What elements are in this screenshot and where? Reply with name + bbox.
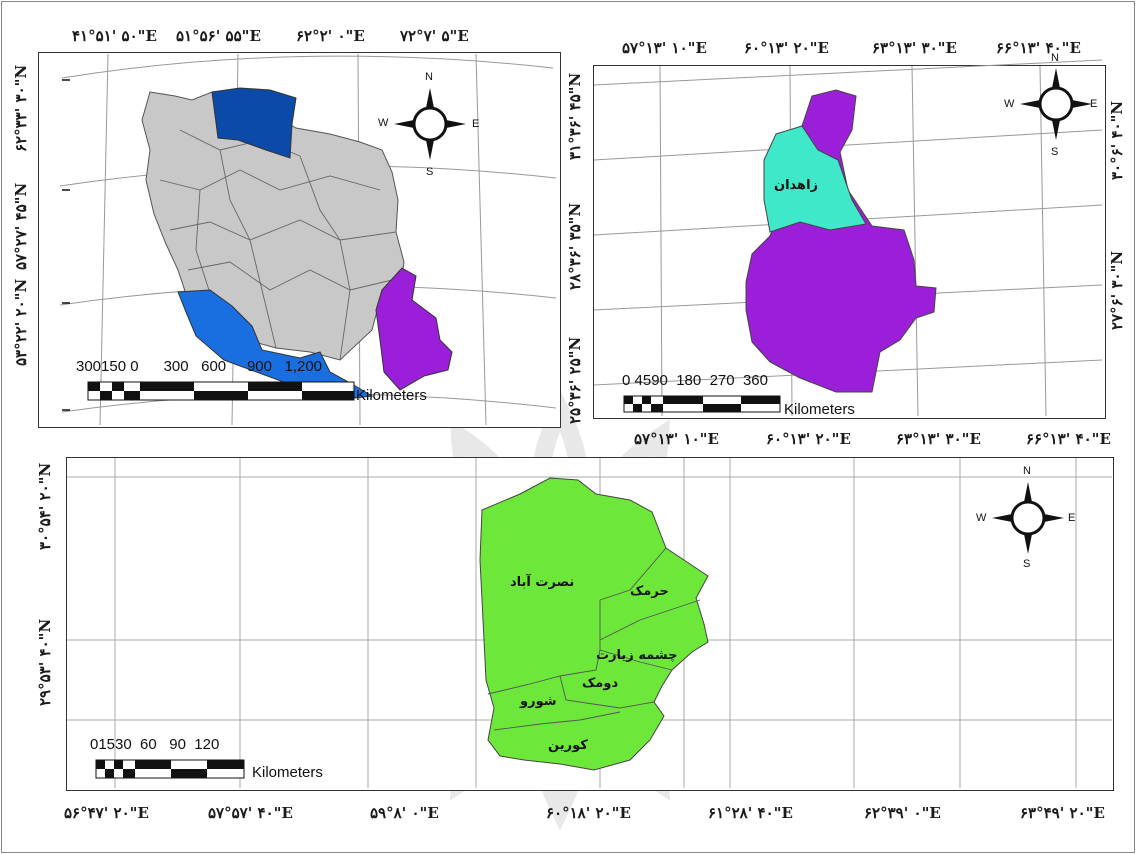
zahedan-label: زاهدان [774, 178, 819, 193]
county-bottom-label: ۵۶°۴۷' ۲۰"E [64, 804, 150, 822]
iran-top-label: ۴۱°۵۱' ۵۰"E [72, 27, 158, 45]
county-arrow-n: N [1023, 465, 1031, 477]
province-bottom-label: ۶۰°۱۳' ۲۰"E [766, 430, 852, 448]
province-top-label: ۵۷°۱۳' ۱۰"E [622, 39, 708, 57]
province-bottom-label: ۵۷°۱۳' ۱۰"E [634, 430, 720, 448]
iran-scale-numbers: 300150 0 300 600 900 1,200 [76, 358, 323, 375]
iran-top-label: ۷۲°۷' ۵"E [400, 27, 470, 45]
district-label: چشمه زیارت [596, 648, 678, 663]
district-label: دومک [582, 676, 619, 691]
county-arrow-e: E [1068, 512, 1076, 524]
county-bottom-label: ۶۲°۳۹' ۰"E [864, 804, 942, 822]
province-bottom-label: ۶۳°۱۳' ۳۰"E [896, 430, 982, 448]
iran-top-label: ۵۱°۵۶' ۵۵"E [176, 27, 262, 45]
county-scale-numbers: 01530 60 90 120 [90, 736, 220, 753]
county-bottom-label: ۵۷°۵۷' ۴۰"E [208, 804, 294, 822]
county-districts [479, 477, 709, 771]
county-arrow-w: W [976, 512, 987, 524]
iran-arrow-n: N [425, 71, 433, 83]
iran-scale-unit: Kilometers [356, 387, 427, 404]
province-bottom-label: ۶۶°۱۳' ۴۰"E [1026, 430, 1112, 448]
county-scale-unit: Kilometers [252, 764, 323, 781]
county-bottom-label: ۵۹°۸' ۰"E [370, 804, 440, 822]
iran-arrow-w: W [378, 117, 389, 129]
province-top-label: ۶۳°۱۳' ۳۰"E [872, 39, 958, 57]
county-arrow-s: S [1023, 558, 1031, 570]
province-top-label: ۶۶°۱۳' ۴۰"E [996, 39, 1082, 57]
district-label: نصرت آباد [510, 575, 575, 590]
province-arrow-n: N [1051, 52, 1059, 64]
county-bottom-label: ۶۱°۲۸' ۴۰"E [708, 804, 794, 822]
province-arrow-w: W [1004, 98, 1015, 110]
province-sistan [375, 267, 453, 391]
province-arrow-s: S [1051, 146, 1059, 158]
province-top-label: ۶۰°۱۳' ۲۰"E [744, 39, 830, 57]
county-bottom-label: ۶۰°۱۸' ۲۰"E [546, 804, 632, 822]
iran-arrow-s: S [426, 166, 434, 178]
district-label: شورو [520, 694, 557, 709]
province-arrow-e: E [1090, 98, 1098, 110]
iran-arrow-e: E [472, 118, 480, 130]
district-label: کورین [548, 738, 588, 753]
county-bottom-label: ۶۳°۴۹' ۲۰"E [1020, 804, 1106, 822]
province-scale-numbers: 0 4590 180 270 360 [622, 372, 768, 389]
iran-top-label: ۶۲°۲' ۰"E [296, 27, 366, 45]
province-scale-unit: Kilometers [784, 401, 855, 418]
district-label: حرمک [630, 584, 669, 599]
zahedan-district [763, 125, 867, 233]
province-north [211, 87, 297, 159]
